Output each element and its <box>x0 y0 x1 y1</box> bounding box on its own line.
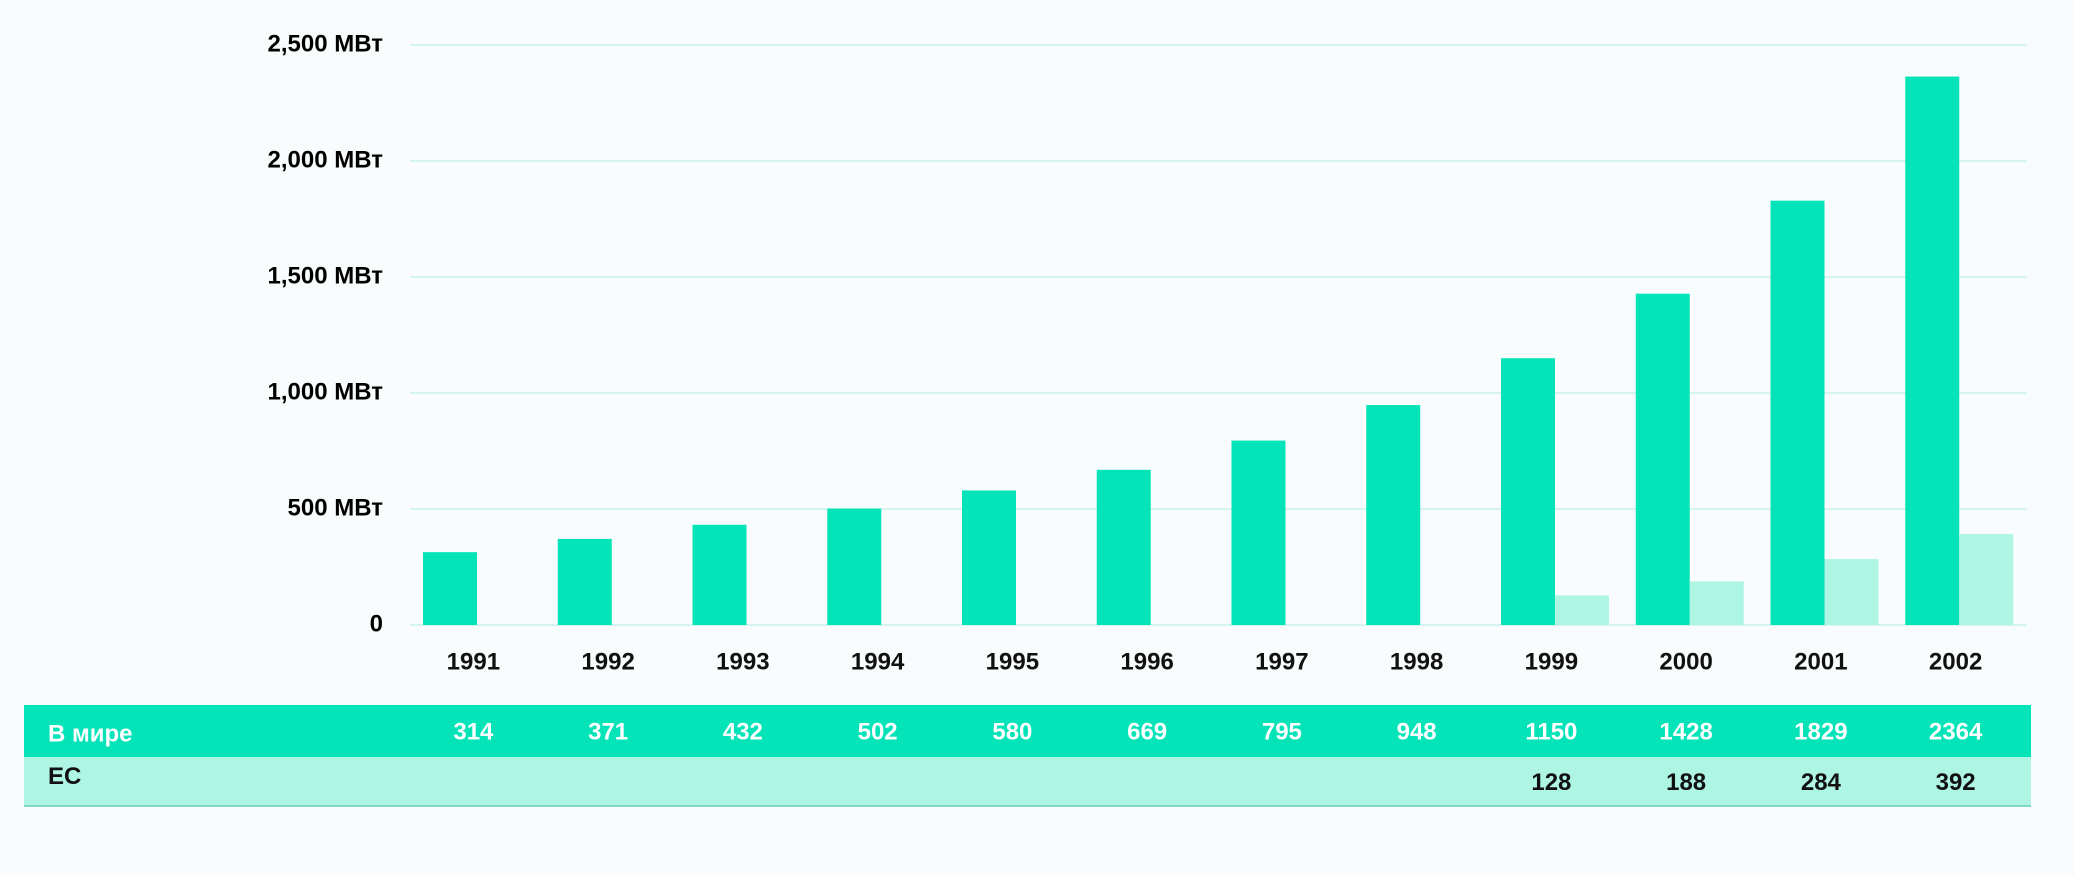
x-tick-label: 1995 <box>986 648 1039 675</box>
bar <box>1905 76 1960 625</box>
bar <box>692 524 747 625</box>
bar <box>1959 534 2014 625</box>
bar <box>1096 469 1151 625</box>
x-tick-label: 1997 <box>1255 648 1308 675</box>
y-tick-label: 500 МВт <box>288 494 384 521</box>
table-cell: 580 <box>992 718 1032 745</box>
y-tick-label: 2,000 МВт <box>268 146 384 173</box>
bar <box>1555 595 1609 625</box>
table-cell: 1428 <box>1659 718 1712 745</box>
y-tick-label: 2,500 МВт <box>268 30 384 57</box>
bar <box>1501 358 1555 625</box>
table-cell: 1829 <box>1794 718 1847 745</box>
bar <box>1635 293 1690 625</box>
table-cell: 188 <box>1666 769 1706 796</box>
table-cell: 128 <box>1531 769 1571 796</box>
x-tick-label: 1992 <box>581 648 634 675</box>
bar <box>1366 405 1421 625</box>
table-row <box>24 757 2031 806</box>
x-tick-label: 2000 <box>1659 648 1712 675</box>
bar <box>827 508 882 625</box>
table-cell: 432 <box>723 718 763 745</box>
bar <box>1231 440 1286 625</box>
bar <box>1770 200 1825 625</box>
bar <box>557 538 612 625</box>
x-tick-label: 1996 <box>1120 648 1173 675</box>
x-tick-label: 1991 <box>447 648 500 675</box>
x-tick-label: 2002 <box>1929 648 1982 675</box>
bar <box>1689 581 1744 625</box>
x-tick-label: 1994 <box>851 648 905 675</box>
x-tick-label: 1998 <box>1390 648 1443 675</box>
y-tick-label: 0 <box>370 610 383 637</box>
legend-label: ЕС <box>48 763 81 790</box>
legend-label: В мире <box>48 720 133 747</box>
y-tick-label: 1,000 МВт <box>268 378 384 405</box>
x-tick-label: 2001 <box>1794 648 1847 675</box>
table-cell: 371 <box>588 718 628 745</box>
table-row <box>24 705 2031 757</box>
table-cell: 1150 <box>1525 718 1577 745</box>
table-cell: 669 <box>1127 718 1167 745</box>
table-cell: 948 <box>1397 718 1437 745</box>
y-tick-label: 1,500 МВт <box>268 262 384 289</box>
x-tick-label: 1993 <box>716 648 769 675</box>
table-cell: 795 <box>1262 718 1302 745</box>
table-cell: 2364 <box>1929 718 1983 745</box>
x-tick-label: 1999 <box>1525 648 1578 675</box>
table-cell: 314 <box>453 718 494 745</box>
bar <box>962 490 1016 625</box>
bar <box>1824 559 1879 625</box>
table-cell: 502 <box>858 718 898 745</box>
bar <box>423 552 477 625</box>
table-cell: 284 <box>1801 769 1842 796</box>
table-cell: 392 <box>1936 769 1976 796</box>
